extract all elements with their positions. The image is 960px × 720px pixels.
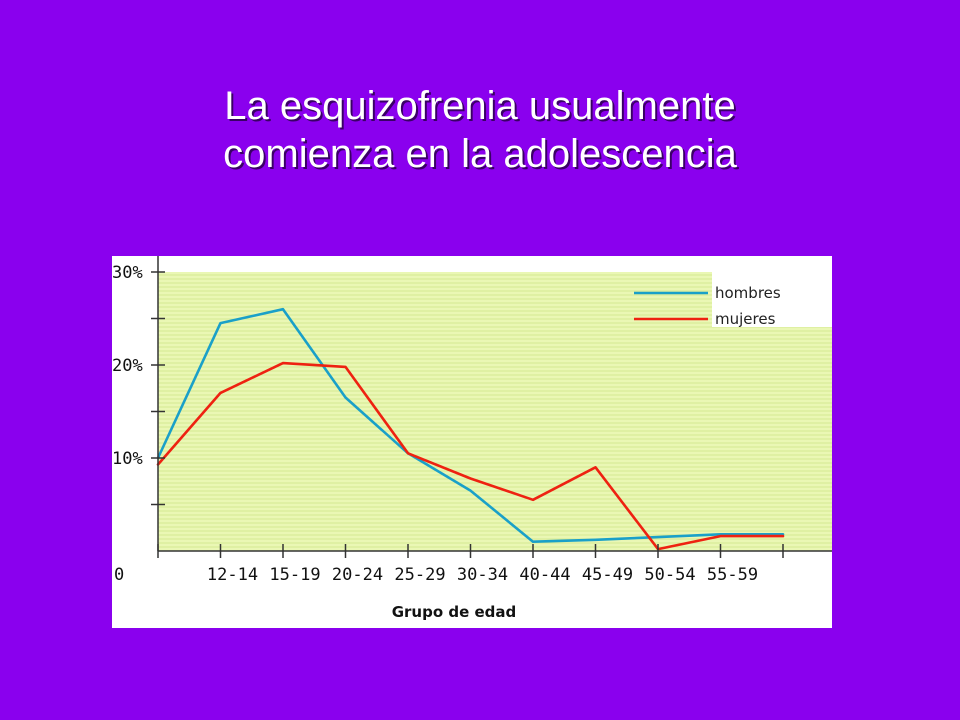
x-tick-labels: 0 12-14 15-19 20-24 25-29 30-34 40-44 45-49 50-5… xyxy=(114,565,758,585)
x-tick-label: 12-14 xyxy=(207,565,258,585)
title-line-2: comienza en la adolescencia xyxy=(223,132,737,176)
axes xyxy=(151,256,832,558)
legend-label-mujeres: mujeres xyxy=(715,310,776,328)
x-tick-label: 25-29 xyxy=(394,565,445,585)
legend-label-hombres: hombres xyxy=(715,284,781,302)
x-tick-label: 55-59 xyxy=(707,565,758,585)
line-chart: 10% 20% 30% 0 12-14 15-19 20-24 25-29 30-34 40-4… xyxy=(112,256,832,621)
x-tick-label: 50-54 xyxy=(644,565,695,585)
x-tick-label: 30-34 xyxy=(457,565,508,585)
chart-container: 10% 20% 30% 0 12-14 15-19 20-24 25-29 30-34 40-4… xyxy=(112,256,832,628)
title-line-1: La esquizofrenia usualmente xyxy=(224,84,736,128)
y-tick-labels: 10% 20% 30% xyxy=(112,263,143,469)
y-tick-label: 20% xyxy=(112,356,143,376)
x-tick-label: 45-49 xyxy=(582,565,633,585)
x-tick-label: 40-44 xyxy=(519,565,570,585)
x-origin-label: 0 xyxy=(114,565,124,585)
series-line-hombres xyxy=(156,307,785,544)
series-lines xyxy=(156,307,785,551)
slide-title: La esquizofrenia usualmente comienza en … xyxy=(0,82,960,178)
legend-box xyxy=(712,272,832,327)
legend: hombres mujeres xyxy=(634,272,832,328)
x-tick-label: 20-24 xyxy=(332,565,383,585)
x-axis-title: Grupo de edad xyxy=(392,603,517,621)
series-line-mujeres xyxy=(156,361,785,551)
y-tick-label: 10% xyxy=(112,449,143,469)
x-tick-label: 15-19 xyxy=(269,565,320,585)
y-tick-label: 30% xyxy=(112,263,143,283)
